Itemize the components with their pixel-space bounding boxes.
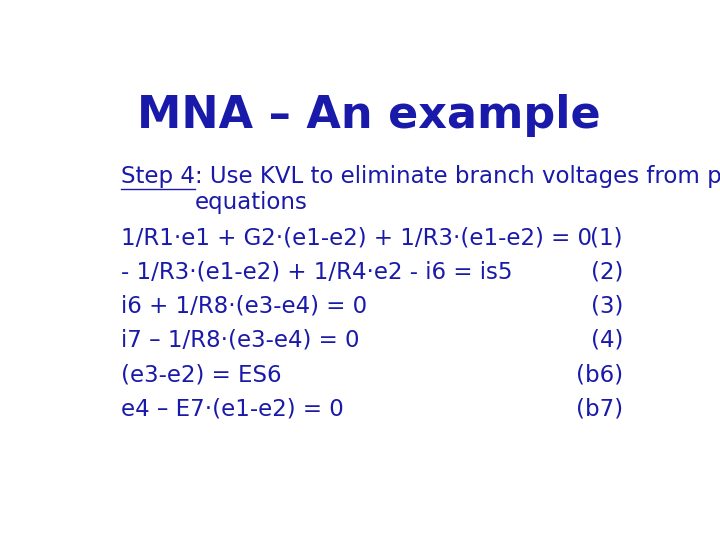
Text: (2): (2): [590, 261, 623, 284]
Text: (1): (1): [590, 227, 623, 249]
Text: (3): (3): [590, 295, 623, 318]
Text: i7 – 1/R8·(e3-e4) = 0: i7 – 1/R8·(e3-e4) = 0: [121, 329, 359, 352]
Text: i6 + 1/R8·(e3-e4) = 0: i6 + 1/R8·(e3-e4) = 0: [121, 295, 366, 318]
Text: MNA – An example: MNA – An example: [138, 94, 600, 137]
Text: (4): (4): [590, 329, 623, 352]
Text: (b6): (b6): [576, 363, 623, 386]
Text: - 1/R3·(e1-e2) + 1/R4·e2 - i6 = is5: - 1/R3·(e1-e2) + 1/R4·e2 - i6 = is5: [121, 261, 512, 284]
Text: : Use KVL to eliminate branch voltages from previous
equations: : Use KVL to eliminate branch voltages f…: [194, 165, 720, 214]
Text: 1/R1·e1 + G2·(e1-e2) + 1/R3·(e1-e2) = 0: 1/R1·e1 + G2·(e1-e2) + 1/R3·(e1-e2) = 0: [121, 227, 592, 249]
Text: (b7): (b7): [576, 397, 623, 420]
Text: Step 4: Step 4: [121, 165, 194, 187]
Text: (e3-e2) = ES6: (e3-e2) = ES6: [121, 363, 282, 386]
Text: e4 – E7·(e1-e2) = 0: e4 – E7·(e1-e2) = 0: [121, 397, 343, 420]
